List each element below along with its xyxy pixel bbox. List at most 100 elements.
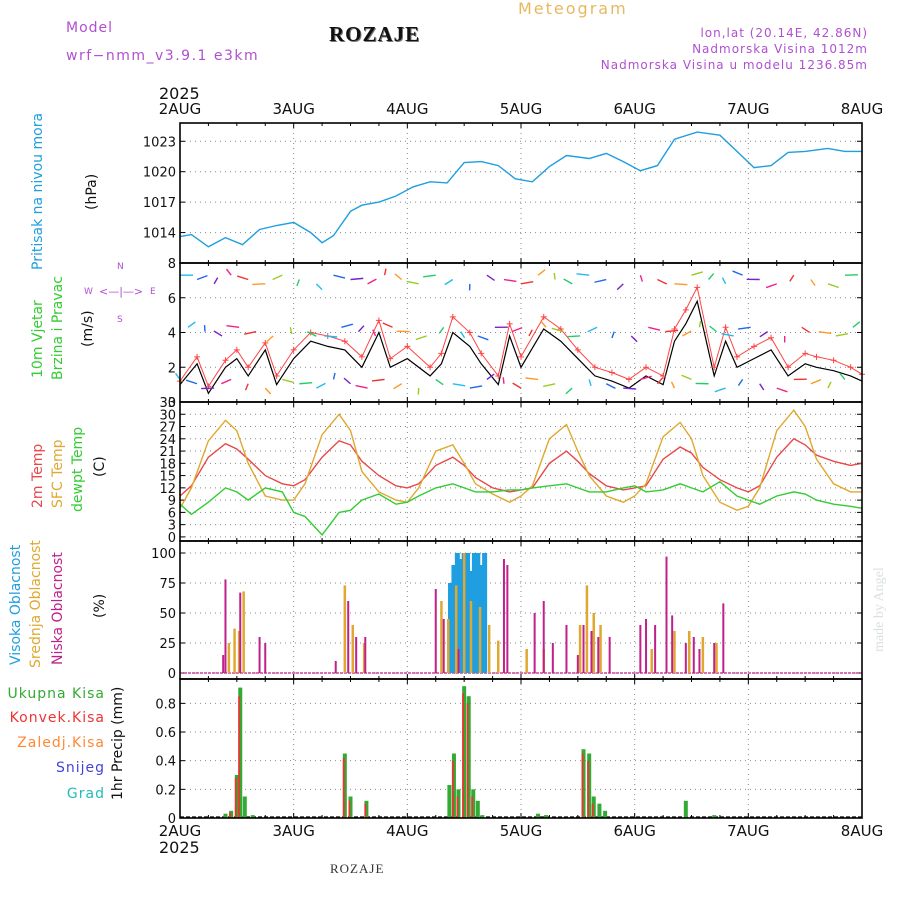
wind-direction-arrow [213, 277, 219, 285]
cloud-low-bar [239, 592, 242, 673]
wind-direction-arrow [588, 379, 592, 387]
wind-direction-arrow [423, 274, 436, 278]
wind-direction-arrow [382, 322, 393, 328]
wind-direction-arrow [333, 274, 346, 279]
wind-direction-arrow [630, 335, 638, 343]
wind-direction-arrow [835, 332, 849, 337]
precip-total-bar [223, 813, 228, 818]
wind-gust-marker [608, 369, 615, 376]
wind-direction-arrow [567, 335, 581, 338]
y-tick-label: 1020 [143, 166, 176, 181]
cloud-mid-bar [227, 643, 231, 673]
wind-direction-arrow [553, 272, 556, 280]
wind-direction-arrow [810, 379, 822, 385]
cloud-mid-bar [237, 631, 241, 673]
cloud-low-bar [434, 589, 437, 673]
wind-direction-arrow [616, 283, 624, 291]
wind-direction-arrow [503, 278, 517, 283]
wind-direction-arrow [289, 327, 293, 334]
wind-gust-marker [518, 353, 524, 360]
wind-direction-arrow [272, 274, 283, 281]
wind-direction-arrow [839, 372, 846, 380]
cloud-high-bar [471, 553, 477, 673]
wind-direction-arrow [520, 280, 534, 285]
wind-gust-marker [438, 350, 445, 357]
precip-conv-bar [581, 753, 584, 818]
cloud-low-bar [608, 637, 611, 673]
y-tick-label: 75 [159, 577, 176, 592]
wind-direction-arrow [355, 384, 368, 389]
wind-gust-marker [375, 317, 382, 324]
wind-gust-marker [711, 364, 718, 371]
date-label-bottom: 2AUG [159, 822, 201, 840]
wind-direction-arrow [435, 378, 444, 386]
cloud-mid-bar [233, 628, 236, 673]
date-label-top: 5AUG [500, 100, 542, 118]
y-tick-label: 0 [168, 396, 176, 411]
precip-conv-bar [587, 760, 589, 818]
cloud-mid-bar [497, 640, 500, 673]
cloud-low-bar [347, 601, 350, 673]
cloud-low-bar [224, 579, 227, 673]
wind-gust-marker [847, 364, 854, 371]
y-tick-label: 30 [159, 408, 176, 423]
precip-conv-bar [456, 796, 459, 818]
date-label-bottom: 3AUG [272, 822, 314, 840]
wind-direction-arrow [486, 274, 495, 281]
cloud-high-bar [448, 583, 454, 673]
wind-direction-arrow [810, 279, 816, 287]
compass-s: S [117, 315, 123, 325]
wind-direction-arrow [244, 383, 249, 391]
precip-legend-hail: Grad [66, 786, 105, 802]
wind-direction-arrow [512, 382, 522, 389]
cloud-high-bar [482, 553, 488, 673]
precip-total-bar [536, 813, 541, 818]
y-tick-label: 0.8 [155, 697, 176, 712]
cloud-low-bar [597, 637, 600, 673]
wind-gust-marker [722, 324, 729, 331]
cloud-mid-bar [362, 643, 366, 673]
wind-direction-arrow [394, 273, 403, 281]
wind-direction-arrow [282, 378, 294, 384]
cloud-mid-bar [478, 607, 482, 673]
wind-direction-arrow [343, 377, 351, 385]
y-tick-label: 3 [168, 519, 176, 534]
date-label-top: 8AUG [841, 100, 883, 118]
wind-direction-arrow [732, 270, 743, 276]
wind-gust-marker [733, 353, 740, 360]
wind-direction-arrow [185, 379, 198, 385]
wind-direction-arrow [196, 274, 208, 281]
y-tick-label: 100 [151, 547, 176, 562]
precip-conv-bar [342, 757, 345, 818]
wind-gust-marker [682, 306, 689, 313]
y-tick-label: 0 [168, 812, 176, 827]
wind-direction-arrow [721, 332, 734, 337]
wind-direction-arrow [226, 325, 240, 328]
pressure-line [179, 131, 862, 248]
wind-direction-arrow [244, 330, 257, 335]
date-label-bottom: 7AUG [727, 822, 769, 840]
cloud-mid-bar [687, 631, 691, 673]
precip-total-bar [250, 815, 255, 818]
precip-conv-bar [451, 760, 454, 818]
wind-gust-marker [540, 313, 547, 320]
y-tick-label: 1023 [143, 135, 176, 150]
cloud-mid-bar [585, 585, 589, 673]
cloud-mid-bar [242, 591, 245, 673]
wind-direction-arrow [213, 330, 223, 337]
wind-gust-marker [233, 346, 240, 353]
cloud-low-bar [665, 556, 668, 673]
precip-total-bar [475, 800, 480, 818]
cloud-mid-bar [447, 619, 450, 673]
wind-direction-arrow [187, 321, 196, 328]
wind-gust-marker [813, 353, 820, 360]
wind-direction-arrow [367, 278, 377, 285]
wind-direction-arrow [670, 381, 676, 389]
cloud-mid-bar [440, 601, 443, 673]
precip-conv-bar [466, 703, 469, 818]
precip-total-bar [364, 800, 369, 818]
wind-speed-line [179, 299, 863, 395]
lonlat-text: lon,lat (20.14E, 42.86N) [700, 26, 868, 40]
cloud-mid-bar [525, 649, 528, 673]
cloud-low-bar [713, 643, 716, 673]
